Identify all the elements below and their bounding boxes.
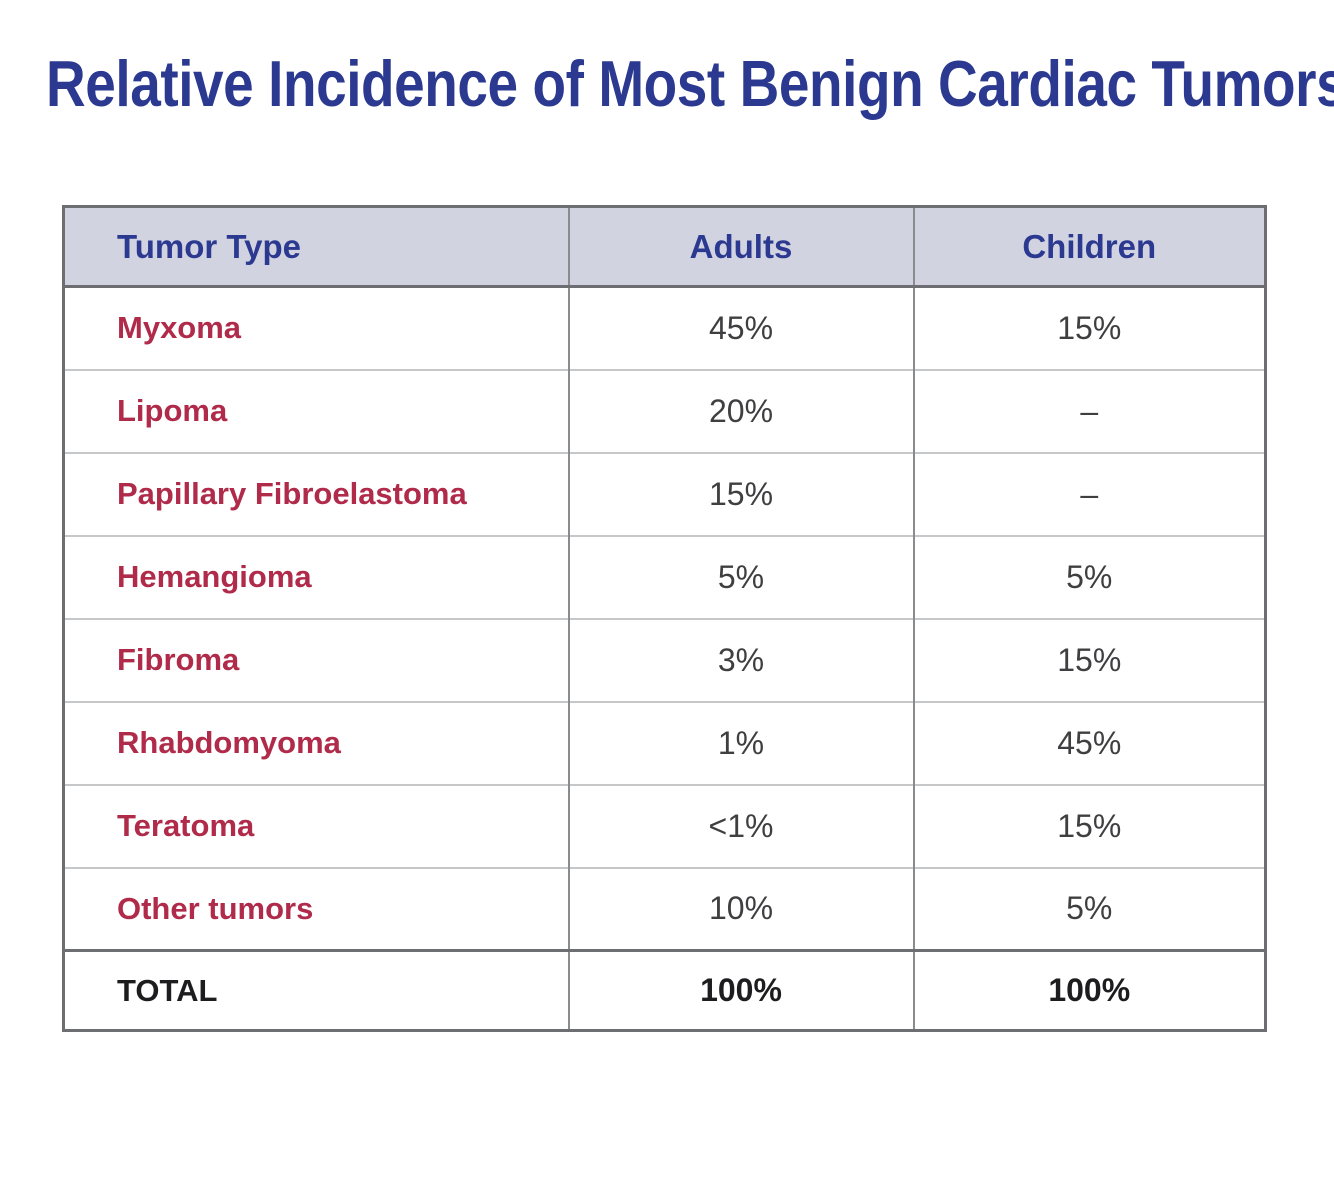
tumor-name-cell: Teratoma xyxy=(63,783,569,868)
adults-value-cell: <1% xyxy=(567,783,914,868)
adults-value-cell: 15% xyxy=(567,451,914,536)
table-row: Hemangioma 5% 5% xyxy=(63,534,1266,619)
children-value-cell: 15% xyxy=(912,617,1266,702)
tumor-name-cell: Rhabdomyoma xyxy=(63,700,569,785)
column-header-children: Children xyxy=(912,206,1266,288)
total-children-cell: 100% xyxy=(912,949,1266,1031)
tumor-name-cell: Fibroma xyxy=(63,617,569,702)
tumor-name-cell: Papillary Fibroelastoma xyxy=(63,451,569,536)
children-value-cell: 15% xyxy=(912,783,1266,868)
children-value-cell: 15% xyxy=(912,286,1266,370)
children-value-cell: 5% xyxy=(912,534,1266,619)
tumor-name-cell: Lipoma xyxy=(63,368,569,453)
page-title: Relative Incidence of Most Benign Cardia… xyxy=(46,47,1334,120)
table-row: Other tumors 10% 5% xyxy=(63,866,1266,951)
table-body: Myxoma 45% 15% Lipoma 20% – Papillary Fi… xyxy=(63,286,1266,951)
children-value-cell: 5% xyxy=(912,866,1266,951)
adults-value-cell: 1% xyxy=(567,700,914,785)
column-header-adults: Adults xyxy=(567,206,914,288)
adults-value-cell: 45% xyxy=(567,286,914,370)
column-header-tumor-type: Tumor Type xyxy=(63,206,569,288)
tumor-name-cell: Myxoma xyxy=(117,310,242,346)
tumor-incidence-table: Tumor Type Adults Children Myxoma 45% 15… xyxy=(62,205,1267,1032)
table-header-row: Tumor Type Adults Children xyxy=(63,206,1266,288)
table-row: Lipoma 20% – xyxy=(63,368,1266,453)
table-row: Myxoma 45% 15% xyxy=(64,286,1266,370)
total-label-cell: TOTAL xyxy=(63,949,569,1031)
adults-value-cell: 5% xyxy=(567,534,914,619)
total-adults-cell: 100% xyxy=(567,949,914,1031)
adults-value-cell: 20% xyxy=(567,368,914,453)
children-value-cell: – xyxy=(912,368,1266,453)
adults-value-cell: 10% xyxy=(567,866,914,951)
total-row: TOTAL 100% 100% xyxy=(63,949,1266,1031)
table-row: Teratoma <1% 15% xyxy=(63,783,1266,868)
table-row: Fibroma 3% 15% xyxy=(63,617,1266,702)
tumor-name-cell: Hemangioma xyxy=(63,534,569,619)
tumor-name-cell: Other tumors xyxy=(63,866,569,951)
children-value-cell: 45% xyxy=(912,700,1266,785)
adults-value-cell: 3% xyxy=(567,617,914,702)
table-row: Rhabdomyoma 1% 45% xyxy=(63,700,1266,785)
children-value-cell: – xyxy=(912,451,1266,536)
table-row: Papillary Fibroelastoma 15% – xyxy=(63,451,1266,536)
